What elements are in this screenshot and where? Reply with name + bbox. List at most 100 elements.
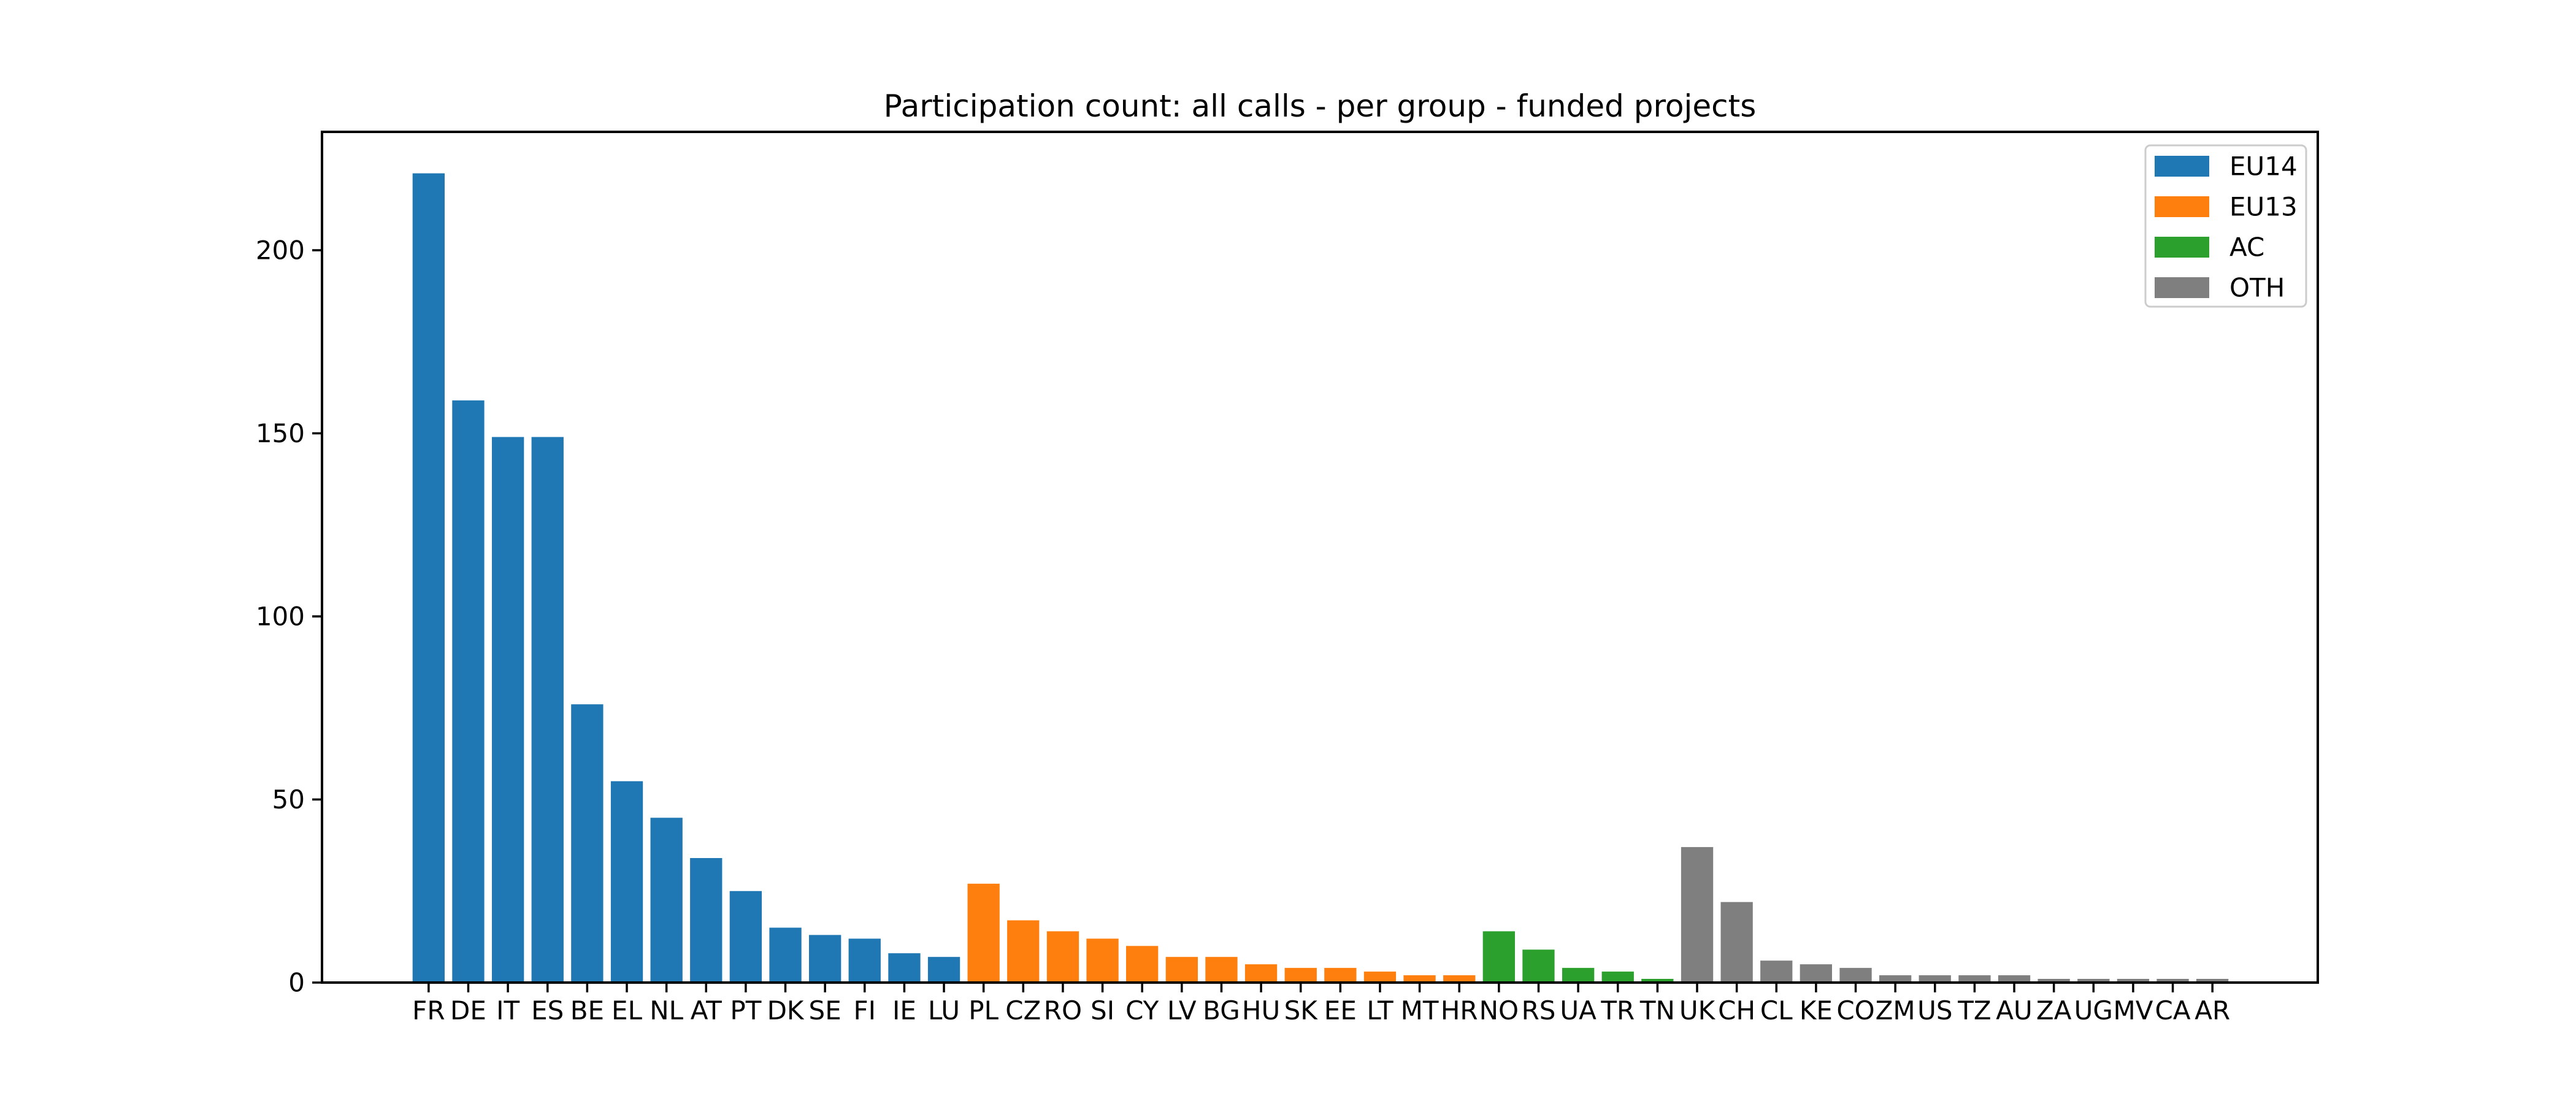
- x-tick-label-UG: UG: [2074, 995, 2113, 1025]
- bar-CL: [1760, 960, 1793, 983]
- bar-ZM: [1879, 975, 1912, 983]
- x-tick-label-ES: ES: [531, 995, 564, 1025]
- bar-FI: [848, 938, 881, 983]
- chart-title: Participation count: all calls - per gro…: [884, 88, 1757, 124]
- bar-UA: [1562, 968, 1595, 983]
- x-tick-label-AR: AR: [2195, 995, 2230, 1025]
- x-tick-label-AT: AT: [691, 995, 722, 1025]
- x-tick-label-IT: IT: [496, 995, 519, 1025]
- bar-AT: [690, 858, 723, 983]
- y-tick-label-150: 150: [256, 418, 305, 448]
- x-tick-label-PT: PT: [730, 995, 761, 1025]
- x-tick-label-CH: CH: [1718, 995, 1755, 1025]
- x-tick-label-NO: NO: [1479, 995, 1519, 1025]
- bar-RS: [1522, 949, 1555, 983]
- bar-CZ: [1007, 920, 1040, 983]
- x-tick-label-MT: MT: [1401, 995, 1439, 1025]
- bar-CY: [1126, 946, 1159, 983]
- bar-UG: [2077, 979, 2110, 983]
- x-tick-label-LT: LT: [1367, 995, 1393, 1025]
- bar-RO: [1046, 931, 1079, 983]
- x-tick-label-ZM: ZM: [1876, 995, 1915, 1025]
- legend: EU14 EU13 AC OTH: [2144, 144, 2307, 308]
- bar-CO: [1839, 968, 1872, 983]
- bar-FR: [412, 173, 445, 983]
- x-tick-label-FR: FR: [412, 995, 445, 1025]
- x-tick-label-BG: BG: [1203, 995, 1240, 1025]
- bars-layer: [412, 173, 2229, 983]
- x-tick-label-LU: LU: [928, 995, 960, 1025]
- x-tick-label-EL: EL: [611, 995, 643, 1025]
- legend-label-ac: AC: [2229, 232, 2264, 263]
- x-tick-label-RO: RO: [1044, 995, 1082, 1025]
- bar-EE: [1324, 968, 1357, 983]
- bar-LU: [927, 957, 960, 983]
- x-tick-label-IE: IE: [892, 995, 916, 1025]
- bar-TZ: [1958, 975, 1991, 983]
- x-tick-label-CA: CA: [2155, 995, 2191, 1025]
- x-tick-label-LV: LV: [1167, 995, 1197, 1025]
- x-tick-label-TZ: TZ: [1957, 995, 1991, 1025]
- x-tick-label-RS: RS: [1522, 995, 1556, 1025]
- bar-IE: [888, 953, 921, 983]
- bar-EL: [610, 781, 643, 983]
- x-tick-label-TR: TR: [1600, 995, 1635, 1025]
- bar-HR: [1443, 975, 1476, 983]
- x-tick-label-BE: BE: [570, 995, 604, 1025]
- x-tick-label-DE: DE: [450, 995, 486, 1025]
- legend-frame: [2144, 144, 2307, 308]
- x-tick-label-CO: CO: [1836, 995, 1874, 1025]
- bar-HU: [1244, 964, 1278, 983]
- bar-ES: [531, 437, 564, 983]
- bar-DE: [452, 400, 485, 983]
- bar-US: [1919, 975, 1951, 983]
- plot-border: [321, 131, 2319, 984]
- x-tick-label-SK: SK: [1284, 995, 1319, 1025]
- x-tick-label-CY: CY: [1125, 995, 1159, 1025]
- x-tick-label-AU: AU: [1996, 995, 2032, 1025]
- bar-LV: [1165, 957, 1198, 983]
- bar-AU: [1998, 975, 2031, 983]
- legend-label-eu13: EU13: [2229, 192, 2298, 222]
- x-tick-label-UA: UA: [1560, 995, 1597, 1025]
- legend-swatch-eu13: [2155, 196, 2209, 217]
- bar-UK: [1681, 847, 1714, 983]
- bar-PT: [729, 891, 762, 983]
- x-tick-label-ZA: ZA: [2036, 995, 2072, 1025]
- x-tick-label-EE: EE: [1324, 995, 1357, 1025]
- y-tick-label-0: 0: [288, 968, 305, 998]
- bar-BE: [571, 704, 604, 983]
- x-tick-label-NL: NL: [650, 995, 683, 1025]
- bar-LT: [1363, 972, 1397, 983]
- legend-swatch-oth: [2155, 277, 2209, 298]
- x-tick-label-CZ: CZ: [1005, 995, 1041, 1025]
- bar-NO: [1482, 931, 1515, 983]
- legend-swatch-eu14: [2155, 156, 2209, 177]
- x-tick-label-TN: TN: [1639, 995, 1675, 1025]
- x-tick-label-HR: HR: [1441, 995, 1478, 1025]
- bar-CA: [2156, 979, 2189, 983]
- y-tick-label-200: 200: [256, 236, 305, 266]
- x-tick-label-SE: SE: [809, 995, 841, 1025]
- x-tick-label-KE: KE: [1800, 995, 1833, 1025]
- bar-NL: [650, 818, 683, 983]
- bar-BG: [1205, 957, 1238, 983]
- x-tick-label-FI: FI: [854, 995, 876, 1025]
- bar-SI: [1086, 938, 1119, 983]
- legend-label-oth: OTH: [2229, 273, 2285, 303]
- bar-IT: [492, 437, 524, 983]
- x-tick-label-CL: CL: [1760, 995, 1793, 1025]
- axes-layer: FR DE IT ES BE EL NL AT PT DK SE FI IE LU PL CZ RO SI CY LV…: [256, 236, 2230, 1026]
- y-tick-label-100: 100: [256, 602, 305, 632]
- bar-CH: [1720, 902, 1753, 983]
- x-tick-label-DK: DK: [767, 995, 805, 1025]
- x-tick-label-HU: HU: [1242, 995, 1280, 1025]
- bar-PL: [967, 883, 1000, 983]
- x-tick-label-SI: SI: [1091, 995, 1114, 1025]
- x-tick-label-US: US: [1917, 995, 1952, 1025]
- bar-TN: [1641, 979, 1674, 983]
- x-tick-label-MV: MV: [2113, 995, 2153, 1025]
- x-tick-label-PL: PL: [968, 995, 999, 1025]
